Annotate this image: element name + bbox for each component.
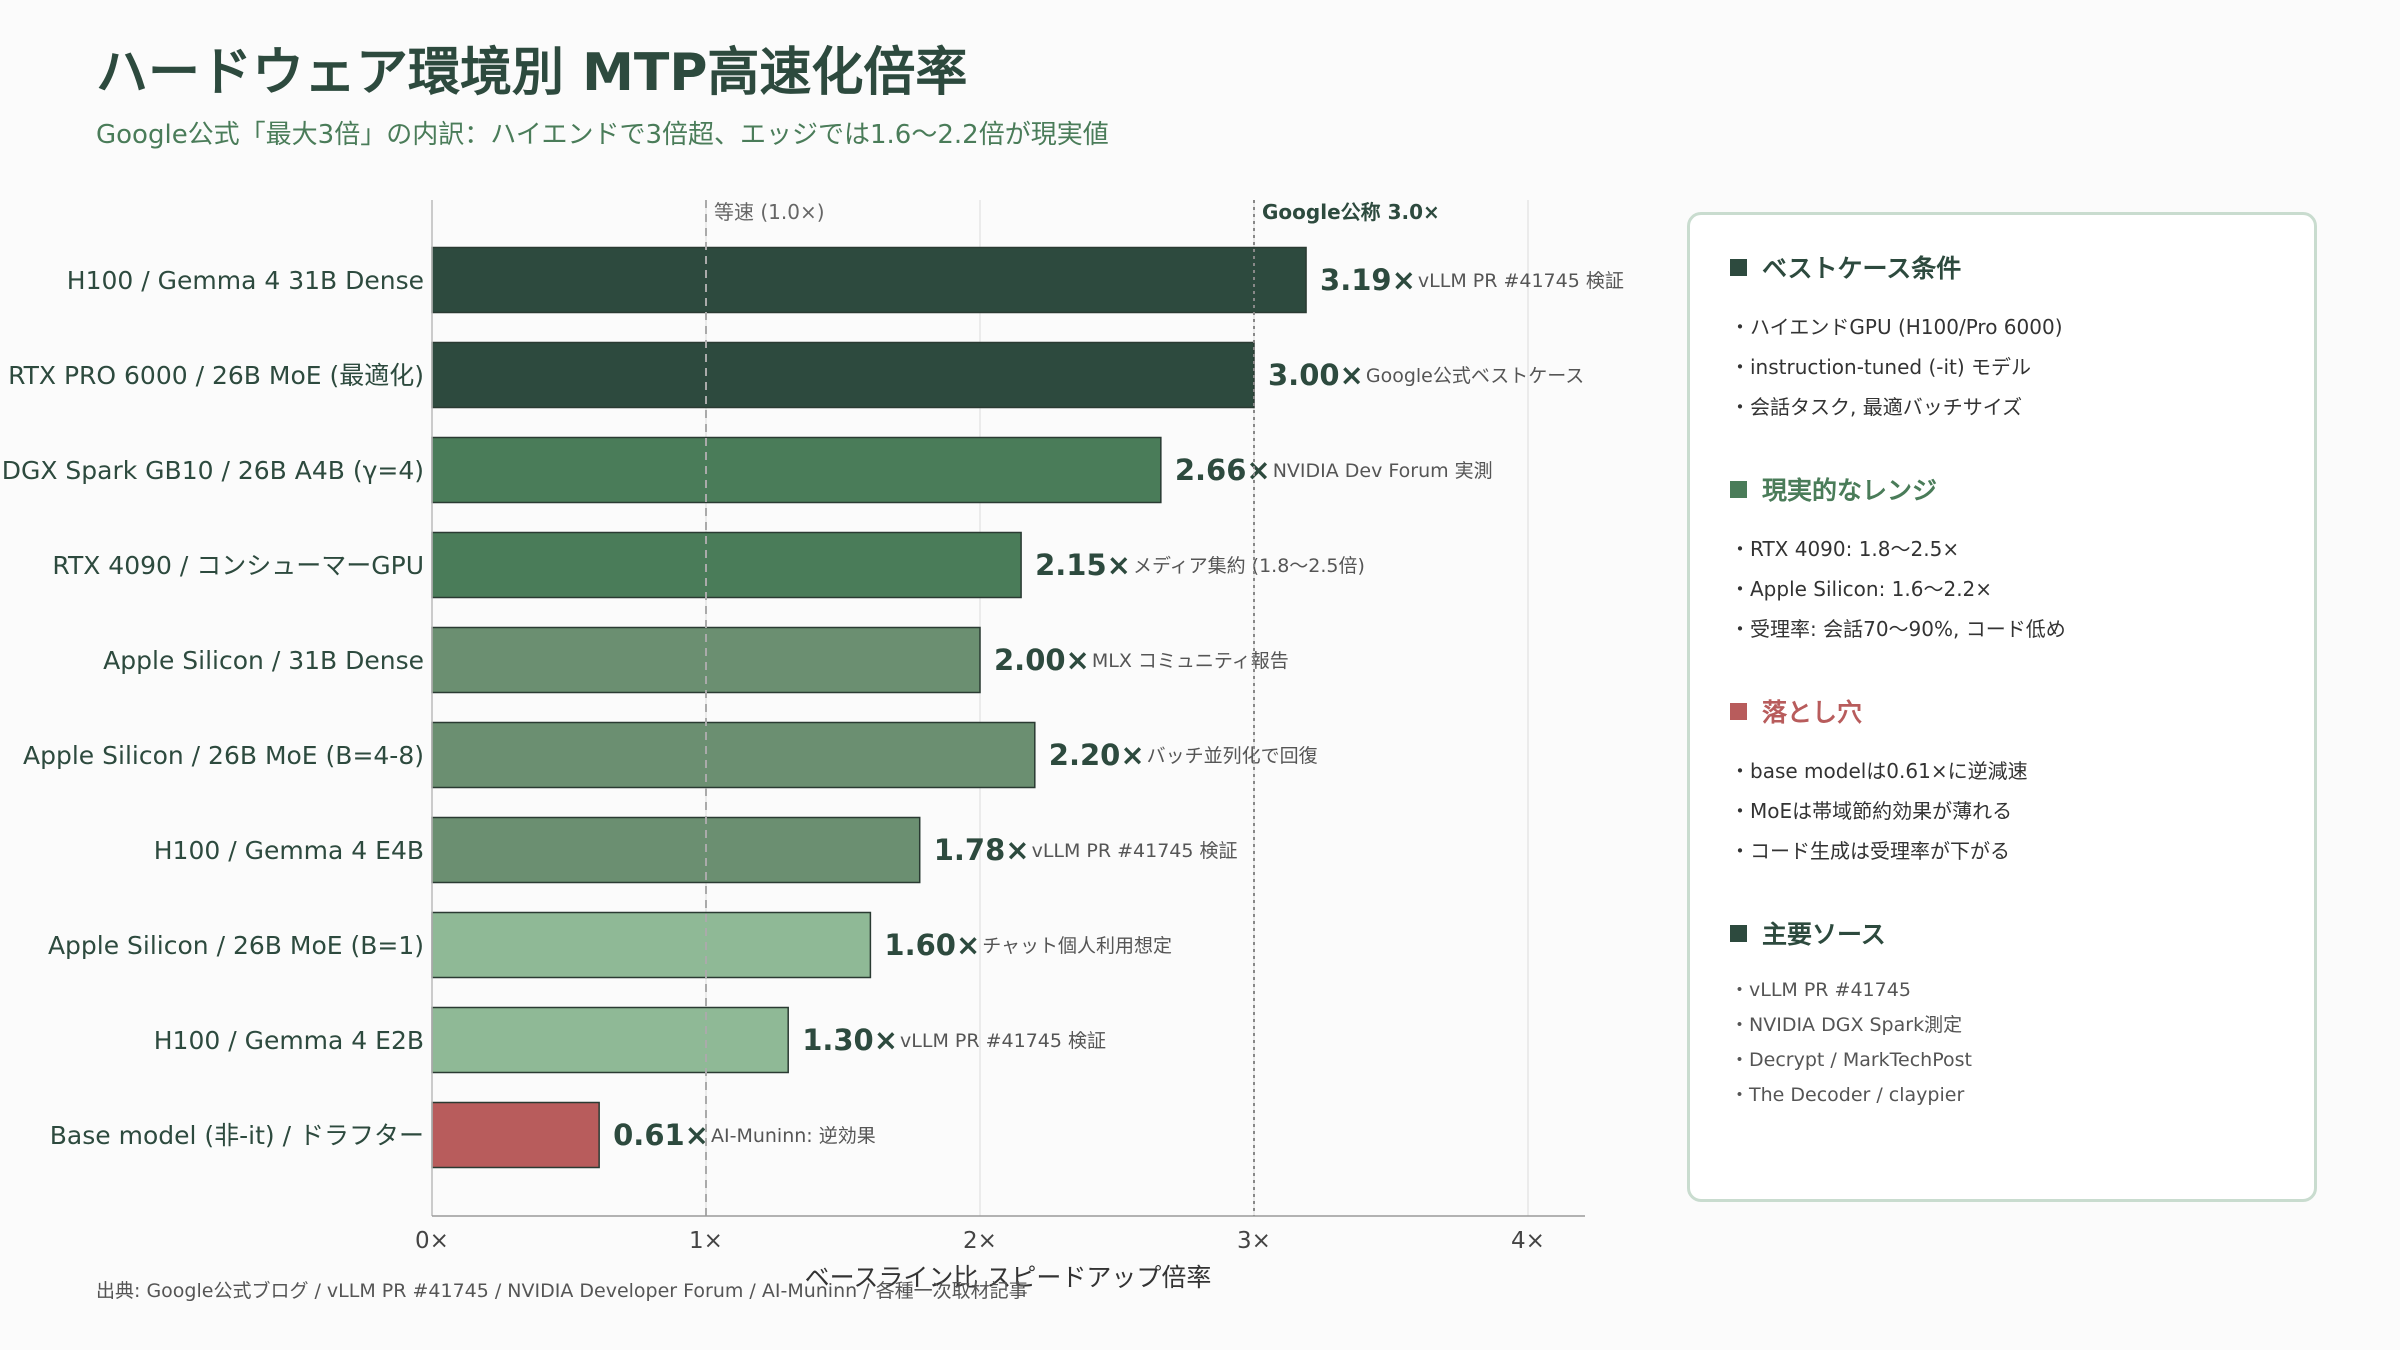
list-item: ・The Decoder / claypier — [1730, 1084, 1965, 1106]
bar — [431, 436, 1162, 504]
value-label: 2.15× — [1035, 548, 1131, 582]
value-label: 3.00× — [1268, 358, 1364, 392]
list-item: ・base modelは0.61×に逆減速 — [1730, 759, 2028, 783]
category-label: H100 / Gemma 4 E4B — [154, 836, 424, 865]
bar — [431, 721, 1036, 789]
category-label: RTX 4090 / コンシューマーGPU — [52, 551, 424, 580]
value-label: 2.00× — [994, 643, 1090, 677]
category-label: H100 / Gemma 4 31B Dense — [67, 266, 424, 295]
page-title: ハードウェア環境別 MTP高速化倍率 — [96, 43, 968, 103]
square-marker-icon — [1730, 702, 1747, 720]
x-tick-label: 4× — [1511, 1228, 1545, 1254]
category-label: Apple Silicon / 26B MoE (B=1) — [48, 931, 424, 960]
section-list: ・vLLM PR #41745 ・NVIDIA DGX Spark測定 ・Dec… — [1730, 973, 2274, 1113]
x-axis-title: ベースライン比 スピードアップ倍率 — [805, 1263, 1212, 1292]
speedup-bar-chart: H100 / Gemma 4 31B Dense 3.19× vLLM PR #41… — [2, 200, 1624, 1292]
annotation-label: バッチ並列化で回復 — [1147, 745, 1318, 767]
annotation-label: Google公式ベストケース — [1366, 365, 1584, 387]
reference-line-label: 等速 (1.0×) — [714, 200, 825, 224]
annotation-label: チャット個人利用想定 — [982, 935, 1172, 957]
value-label: 1.78× — [934, 833, 1030, 867]
square-marker-icon — [1730, 924, 1747, 942]
info-panel: ベストケース条件 ・ハイエンドGPU (H100/Pro 6000) ・inst… — [1687, 212, 2317, 1202]
list-item: ・instruction-tuned (-it) モデル — [1730, 355, 2032, 379]
section-title: 落とし穴 — [1762, 698, 1863, 727]
category-label: RTX PRO 6000 / 26B MoE (最適化) — [8, 361, 424, 390]
list-item: ・コード生成は受理率が下がる — [1730, 839, 2010, 863]
x-tick-label: 1× — [689, 1228, 723, 1254]
value-label: 0.61× — [613, 1118, 709, 1152]
annotation-label: メディア集約 (1.8〜2.5倍) — [1133, 555, 1365, 577]
category-label: H100 / Gemma 4 E2B — [154, 1026, 424, 1055]
reference-line-label: Google公称 3.0× — [1262, 200, 1440, 224]
bar — [431, 1101, 600, 1169]
bar — [431, 1006, 789, 1074]
annotation-label: MLX コミュニティ報告 — [1092, 650, 1289, 672]
panel-section-realistic-range: 現実的なレンジ ・RTX 4090: 1.8〜2.5× ・Apple Silic… — [1730, 471, 2274, 649]
category-label: DGX Spark GB10 / 26B A4B (γ=4) — [2, 456, 424, 485]
bar — [431, 341, 1255, 409]
annotation-label: vLLM PR #41745 検証 — [1418, 270, 1624, 292]
list-item: ・MoEは帯域節約効果が薄れる — [1730, 799, 2013, 823]
list-item: ・Apple Silicon: 1.6〜2.2× — [1730, 577, 1993, 601]
list-item: ・Decrypt / MarkTechPost — [1730, 1049, 1972, 1071]
annotation-label: vLLM PR #41745 検証 — [900, 1030, 1106, 1052]
panel-section-pitfalls: 落とし穴 ・base modelは0.61×に逆減速 ・MoEは帯域節約効果が薄… — [1730, 693, 2274, 871]
value-label: 2.20× — [1049, 738, 1145, 772]
list-item: ・受理率: 会話70〜90%, コード低め — [1730, 617, 2066, 641]
value-label: 2.66× — [1175, 453, 1271, 487]
category-label: Apple Silicon / 26B MoE (B=4-8) — [23, 741, 424, 770]
section-list: ・ハイエンドGPU (H100/Pro 6000) ・instruction-t… — [1730, 307, 2274, 427]
annotation-label: vLLM PR #41745 検証 — [1032, 840, 1238, 862]
list-item: ・会話タスク, 最適バッチサイズ — [1730, 395, 2023, 419]
category-label: Apple Silicon / 31B Dense — [103, 646, 424, 675]
x-tick-label: 2× — [963, 1228, 997, 1254]
page-subtitle: Google公式「最大3倍」の内訳：ハイエンドで3倍超、エッジでは1.6〜2.2… — [96, 120, 1109, 150]
list-item: ・RTX 4090: 1.8〜2.5× — [1730, 537, 1960, 561]
section-title: 主要ソース — [1762, 920, 1886, 949]
bar — [431, 531, 1022, 599]
x-tick-label: 0× — [415, 1228, 449, 1254]
bar — [431, 911, 872, 979]
section-title: ベストケース条件 — [1762, 254, 1962, 283]
annotation-label: AI-Muninn: 逆効果 — [711, 1125, 876, 1147]
section-title: 現実的なレンジ — [1762, 476, 1938, 505]
value-label: 1.60× — [884, 928, 980, 962]
square-marker-icon — [1730, 258, 1747, 276]
source-note: 出典: Google公式ブログ / vLLM PR #41745 / NVIDI… — [96, 1280, 1028, 1302]
annotation-label: NVIDIA Dev Forum 実測 — [1273, 460, 1493, 482]
section-list: ・RTX 4090: 1.8〜2.5× ・Apple Silicon: 1.6〜… — [1730, 529, 2274, 649]
panel-section-best-case: ベストケース条件 ・ハイエンドGPU (H100/Pro 6000) ・inst… — [1730, 249, 2274, 427]
list-item: ・ハイエンドGPU (H100/Pro 6000) — [1730, 315, 2063, 339]
x-tick-label: 3× — [1237, 1228, 1271, 1254]
value-label: 1.30× — [802, 1023, 898, 1057]
section-list: ・base modelは0.61×に逆減速 ・MoEは帯域節約効果が薄れる ・コ… — [1730, 751, 2274, 871]
value-label: 3.19× — [1320, 263, 1416, 297]
square-marker-icon — [1730, 480, 1747, 498]
bar — [431, 816, 921, 884]
bar — [431, 246, 1307, 314]
list-item: ・vLLM PR #41745 — [1730, 979, 1911, 1001]
list-item: ・NVIDIA DGX Spark測定 — [1730, 1014, 1963, 1036]
panel-section-sources: 主要ソース ・vLLM PR #41745 ・NVIDIA DGX Spark測… — [1730, 915, 2274, 1113]
category-label: Base model (非-it) / ドラフター — [50, 1121, 424, 1150]
